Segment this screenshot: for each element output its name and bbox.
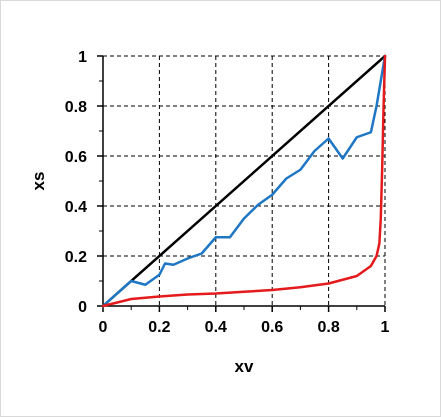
red-series-line — [101, 54, 387, 308]
y-tick-label: 0.2 — [65, 249, 87, 266]
series-group — [101, 54, 387, 308]
y-tick-label: 1 — [78, 49, 87, 66]
diagonal-series-line — [101, 54, 387, 308]
x-tick-label: 0 — [99, 319, 108, 336]
x-tick-label: 0.4 — [205, 319, 227, 336]
y-tick-label: 0.8 — [65, 99, 87, 116]
y-tick-label: 0.6 — [65, 149, 87, 166]
x-tick-label: 1 — [381, 319, 390, 336]
blue-series-line — [101, 54, 387, 308]
x-axis-label: xv — [235, 357, 254, 376]
x-tick-label: 0.8 — [317, 319, 339, 336]
y-tick-label: 0 — [78, 299, 87, 316]
grid — [103, 55, 386, 306]
tick-labels: 0 0.2 0.4 0.6 0.8 1 0 0.2 0.4 0.6 0.8 1 — [65, 49, 390, 336]
y-tick-label: 0.4 — [65, 199, 87, 216]
x-tick-label: 0.2 — [148, 319, 170, 336]
x-tick-label: 0.6 — [261, 319, 283, 336]
axes — [97, 55, 386, 312]
y-axis-label: xs — [29, 172, 48, 191]
